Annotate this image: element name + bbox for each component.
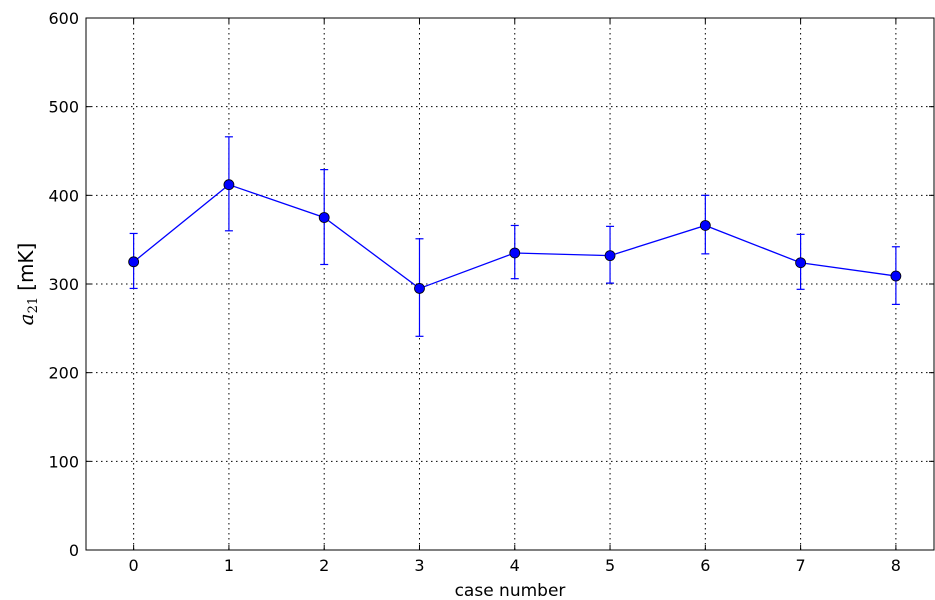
axis-ticks: 0 1 2 3 4 5 6 7 8 0 100 200 300 400 500 600 xyxy=(48,9,934,575)
y-tick-label: 0 xyxy=(69,541,79,560)
y-tick-label: 500 xyxy=(48,98,79,117)
data-point xyxy=(699,220,711,231)
data-point xyxy=(509,247,521,259)
x-tick-label: 2 xyxy=(319,556,329,575)
y-tick-label: 200 xyxy=(48,364,79,383)
x-tick-label: 5 xyxy=(605,556,615,575)
y-axis-label: a21 [mK] xyxy=(14,243,41,326)
data-point xyxy=(414,283,425,294)
x-tick-label: 3 xyxy=(414,556,424,575)
data-point xyxy=(223,179,235,191)
x-tick-label: 6 xyxy=(700,556,710,575)
y-axis-symbol: a xyxy=(14,313,38,325)
data-point xyxy=(318,212,330,223)
data-point xyxy=(890,270,902,282)
x-tick-label: 1 xyxy=(224,556,234,575)
data-point xyxy=(795,257,807,269)
x-tick-label: 4 xyxy=(510,556,520,575)
y-tick-label: 400 xyxy=(48,186,79,205)
y-tick-label: 600 xyxy=(48,9,79,28)
data-point xyxy=(128,256,140,268)
x-tick-label: 0 xyxy=(129,556,139,575)
y-tick-label: 100 xyxy=(48,452,79,471)
grid-lines xyxy=(86,18,934,550)
x-axis-label: case number xyxy=(455,581,566,600)
x-tick-label: 8 xyxy=(891,556,901,575)
data-series xyxy=(128,136,902,337)
data-point xyxy=(604,250,616,262)
y-tick-label: 300 xyxy=(48,275,79,294)
x-tick-label: 7 xyxy=(796,556,806,575)
y-axis-subscript: 21 xyxy=(26,297,41,314)
y-axis-unit: [mK] xyxy=(14,243,38,291)
